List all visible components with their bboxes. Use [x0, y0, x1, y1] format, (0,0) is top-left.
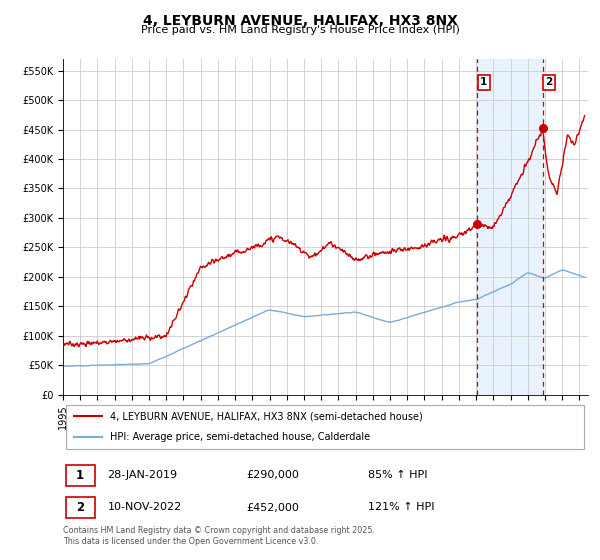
Text: 2: 2: [545, 77, 553, 87]
Text: Price paid vs. HM Land Registry's House Price Index (HPI): Price paid vs. HM Land Registry's House …: [140, 25, 460, 35]
Text: Contains HM Land Registry data © Crown copyright and database right 2025.
This d: Contains HM Land Registry data © Crown c…: [63, 526, 375, 546]
Text: 10-NOV-2022: 10-NOV-2022: [107, 502, 182, 512]
Text: 2: 2: [76, 501, 84, 514]
FancyBboxPatch shape: [65, 465, 95, 486]
Text: 121% ↑ HPI: 121% ↑ HPI: [367, 502, 434, 512]
Text: 4, LEYBURN AVENUE, HALIFAX, HX3 8NX (semi-detached house): 4, LEYBURN AVENUE, HALIFAX, HX3 8NX (sem…: [110, 411, 423, 421]
Text: 85% ↑ HPI: 85% ↑ HPI: [367, 470, 427, 480]
Bar: [478, 59, 543, 395]
Text: 4, LEYBURN AVENUE, HALIFAX, HX3 8NX: 4, LEYBURN AVENUE, HALIFAX, HX3 8NX: [143, 14, 457, 28]
FancyBboxPatch shape: [65, 497, 95, 518]
Text: 1: 1: [480, 77, 487, 87]
Text: £452,000: £452,000: [247, 502, 299, 512]
Text: £290,000: £290,000: [247, 470, 299, 480]
FancyBboxPatch shape: [65, 405, 584, 449]
Text: 28-JAN-2019: 28-JAN-2019: [107, 470, 178, 480]
Text: HPI: Average price, semi-detached house, Calderdale: HPI: Average price, semi-detached house,…: [110, 432, 370, 442]
Text: 1: 1: [76, 469, 84, 482]
